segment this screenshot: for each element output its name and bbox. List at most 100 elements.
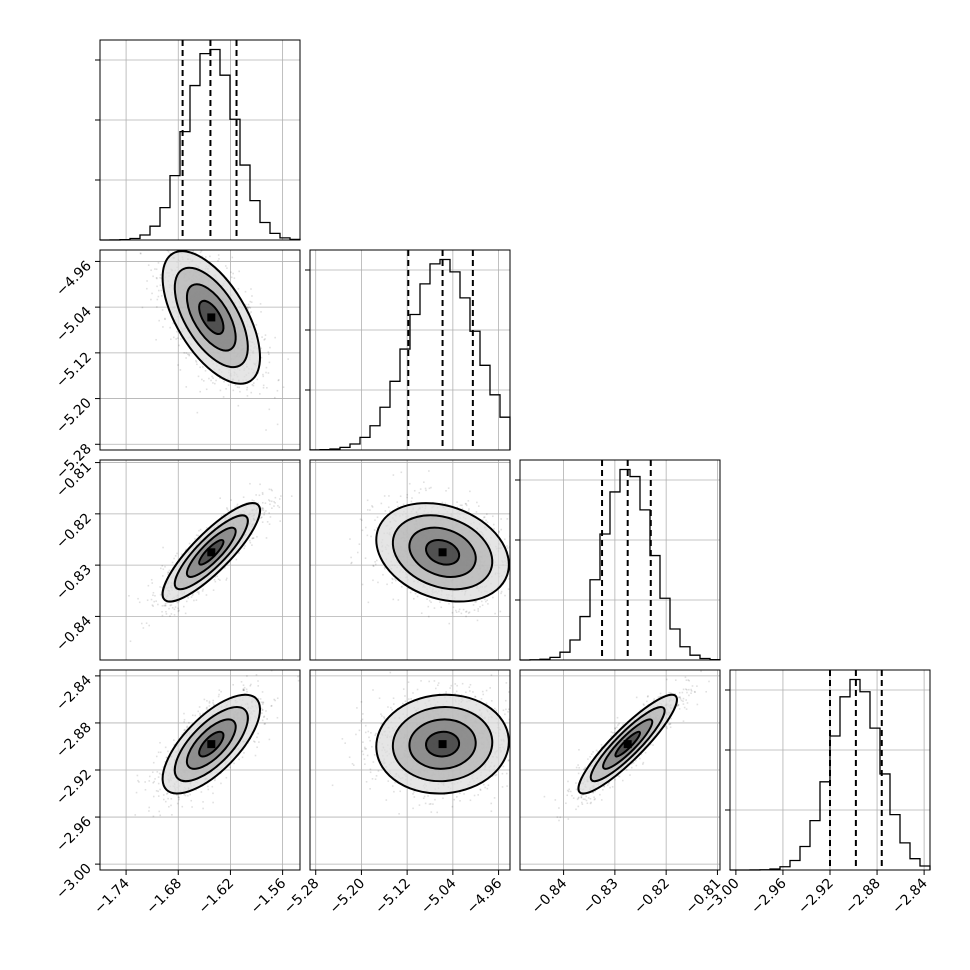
scatter-point xyxy=(162,568,165,571)
scatter-point xyxy=(412,597,415,600)
scatter-point xyxy=(155,790,158,792)
scatter-point xyxy=(260,516,263,519)
scatter-point xyxy=(441,501,444,504)
scatter-point xyxy=(164,317,166,320)
scatter-point xyxy=(465,610,468,613)
scatter-point xyxy=(140,252,142,255)
scatter-point xyxy=(217,578,220,580)
scatter-point xyxy=(213,704,215,707)
scatter-point xyxy=(407,587,410,590)
scatter-point xyxy=(164,602,167,605)
scatter-point xyxy=(154,268,156,270)
scatter-point xyxy=(248,312,251,315)
scatter-point xyxy=(515,556,517,558)
scatter-point xyxy=(420,612,423,615)
scatter-point xyxy=(166,601,168,604)
scatter-point xyxy=(230,499,232,501)
scatter-point xyxy=(199,251,202,254)
scatter-point xyxy=(190,596,193,598)
scatter-point xyxy=(218,693,220,696)
scatter-point xyxy=(158,319,160,322)
scatter-point xyxy=(169,252,172,255)
panel-hist-2 xyxy=(515,459,721,661)
contour-line xyxy=(198,299,225,335)
contour-line xyxy=(375,502,510,603)
scatter-point xyxy=(250,311,252,313)
scatter-point xyxy=(274,502,276,504)
scatter-point xyxy=(157,790,159,793)
panel-content xyxy=(134,670,300,818)
scatter-point xyxy=(271,507,273,509)
scatter-point xyxy=(269,516,272,518)
scatter-point xyxy=(262,386,265,389)
scatter-point xyxy=(206,700,208,702)
scatter-point xyxy=(246,307,248,309)
scatter-point xyxy=(152,591,155,594)
scatter-point xyxy=(168,569,171,572)
scatter-point xyxy=(218,689,221,691)
scatter-point xyxy=(246,395,249,397)
scatter-point xyxy=(207,788,210,791)
scatter-point xyxy=(276,697,279,700)
scatter-point xyxy=(238,552,240,554)
scatter-point xyxy=(235,558,238,561)
scatter-point xyxy=(259,393,261,395)
scatter-point xyxy=(250,533,253,536)
scatter-point xyxy=(178,796,180,799)
scatter-point xyxy=(389,510,391,513)
scatter-point xyxy=(267,372,270,374)
scatter-point xyxy=(271,489,273,492)
scatter-point xyxy=(208,705,211,707)
scatter-point xyxy=(170,232,172,234)
scatter-point xyxy=(372,565,375,568)
scatter-point xyxy=(356,551,359,554)
scatter-point xyxy=(521,601,523,603)
scatter-point xyxy=(208,377,210,380)
scatter-point xyxy=(198,529,200,532)
scatter-point xyxy=(461,507,464,510)
scatter-point xyxy=(447,487,450,489)
scatter-point xyxy=(219,377,221,379)
scatter-point xyxy=(264,334,267,336)
scatter-point xyxy=(138,601,141,604)
scatter-point xyxy=(376,526,379,529)
scatter-point xyxy=(274,336,276,339)
scatter-point xyxy=(372,564,375,567)
scatter-point xyxy=(187,596,189,599)
scatter-point xyxy=(518,593,520,595)
scatter-point xyxy=(164,604,167,607)
scatter-point xyxy=(163,604,165,607)
scatter-point xyxy=(157,782,160,785)
scatter-point xyxy=(243,686,246,689)
scatter-point xyxy=(168,607,170,610)
scatter-point xyxy=(229,766,231,769)
scatter-point xyxy=(473,600,476,603)
scatter-point xyxy=(499,610,502,613)
scatter-point xyxy=(198,591,200,593)
scatter-point xyxy=(250,683,252,686)
scatter-point xyxy=(290,495,293,497)
scatter-point xyxy=(181,248,183,250)
scatter-point xyxy=(448,622,451,625)
scatter-point xyxy=(146,280,148,282)
scatter-point xyxy=(433,607,436,609)
scatter-point xyxy=(216,575,219,578)
scatter-point xyxy=(257,332,259,335)
scatter-point xyxy=(512,603,514,605)
scatter-point xyxy=(413,489,416,492)
scatter-point xyxy=(178,600,180,603)
scatter-point xyxy=(261,507,263,510)
scatter-point xyxy=(161,309,164,311)
scatter-point xyxy=(360,519,363,522)
scatter-point xyxy=(270,670,273,672)
scatter-point xyxy=(147,236,149,238)
scatter-point xyxy=(214,580,217,583)
scatter-point xyxy=(185,548,188,551)
scatter-point xyxy=(159,274,162,276)
scatter-point xyxy=(196,411,199,414)
scatter-point xyxy=(217,254,220,256)
scatter-point xyxy=(456,501,458,503)
scatter-point xyxy=(485,600,487,603)
scatter-point xyxy=(220,782,222,785)
scatter-point xyxy=(178,798,180,801)
